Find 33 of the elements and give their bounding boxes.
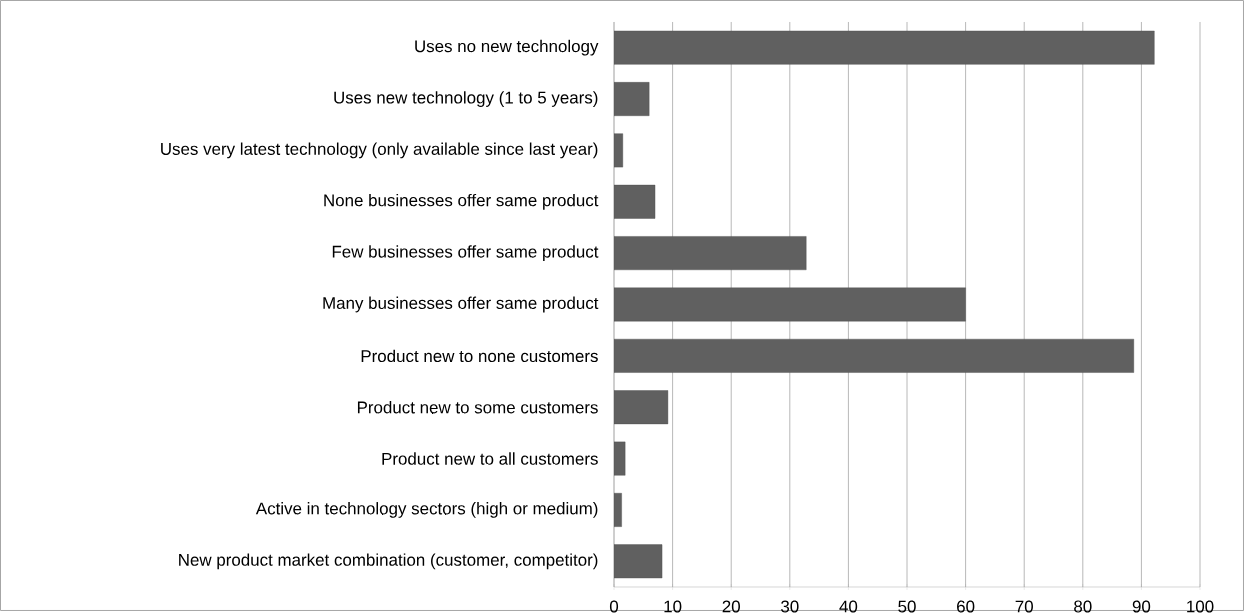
y-tick-label: Uses very latest technology (only available since last year): [161, 142, 598, 159]
bar: [614, 184, 656, 219]
y-tick-label: Product new to all customers: [382, 452, 598, 465]
bar: [614, 493, 622, 527]
x-tick-label: 0: [609, 600, 619, 613]
y-tick-label: Uses new technology (1 to 5 years): [334, 91, 598, 108]
y-tick-label: None businesses offer same product: [324, 193, 599, 210]
bar: [614, 236, 807, 271]
y-tick-label: Active in technology sectors (high or medium): [255, 502, 598, 518]
x-tick-label: 50: [898, 600, 916, 613]
x-tick-label: 100: [1187, 600, 1214, 613]
bar: [614, 390, 669, 425]
y-tick-label: Product new to some customers: [357, 401, 598, 414]
y-tick-label: New product market combination (customer, competitor): [179, 553, 598, 570]
x-tick-label: 30: [781, 600, 799, 613]
x-tick-label: 60: [957, 600, 975, 613]
bar: [614, 82, 650, 117]
bar: [614, 287, 966, 322]
x-tick-label: 80: [1074, 600, 1092, 613]
y-tick-label: Many businesses offer same product: [323, 296, 599, 313]
bar: [614, 441, 626, 476]
bar: [614, 544, 663, 579]
x-tick-label: 10: [664, 600, 682, 613]
y-tick-label: Few businesses offer same product: [332, 245, 599, 262]
x-tick-label: 40: [839, 600, 858, 613]
x-tick-label: 90: [1132, 600, 1151, 613]
y-tick-label: Product new to none customers: [361, 349, 598, 363]
bar: [614, 339, 1134, 373]
bar: [614, 30, 1155, 65]
x-tick-label: 20: [722, 600, 740, 613]
y-tick-label: Uses no new technology: [415, 39, 599, 56]
bar: [614, 133, 623, 168]
x-tick-label: 70: [1015, 600, 1033, 613]
